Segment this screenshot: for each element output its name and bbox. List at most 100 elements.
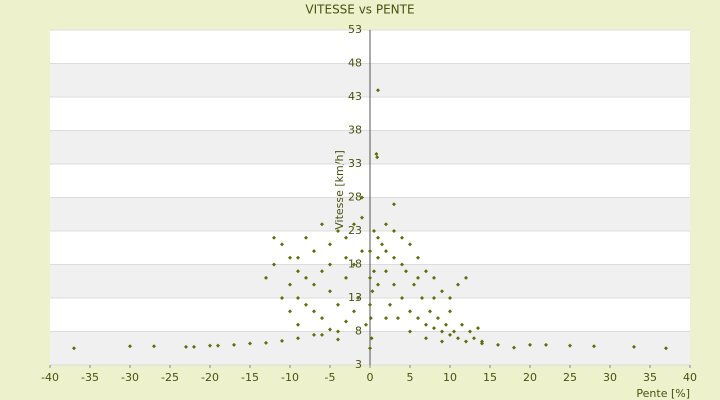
point	[370, 289, 375, 294]
y-tick-label: 33	[348, 157, 362, 170]
point	[192, 344, 196, 349]
point	[356, 296, 360, 300]
point	[232, 342, 236, 347]
point	[296, 322, 300, 327]
point	[344, 275, 348, 280]
point	[568, 343, 572, 348]
point	[320, 332, 324, 337]
point	[368, 346, 372, 351]
point	[456, 336, 460, 341]
point	[392, 282, 396, 287]
point	[288, 309, 292, 314]
x-tick-label: -15	[241, 371, 259, 384]
point	[440, 289, 444, 294]
x-tick-label: -25	[161, 371, 179, 384]
point	[408, 309, 412, 314]
point	[448, 309, 452, 314]
y-tick-label: 13	[348, 291, 362, 304]
y-tick-label: 43	[348, 90, 362, 103]
point	[288, 255, 292, 260]
point	[472, 336, 476, 341]
point	[412, 282, 416, 287]
point	[320, 316, 324, 321]
point	[312, 249, 316, 254]
point	[432, 275, 436, 280]
point	[428, 309, 432, 314]
x-tick-label: 35	[643, 371, 657, 384]
point	[528, 342, 532, 347]
point	[388, 302, 392, 307]
x-tick-label: 25	[563, 371, 577, 384]
point	[304, 275, 308, 280]
point	[320, 222, 324, 227]
point	[424, 322, 428, 327]
point	[72, 346, 76, 351]
x-tick-label: -30	[121, 371, 139, 384]
point	[440, 339, 444, 344]
point	[448, 296, 452, 300]
point	[208, 343, 212, 348]
point	[664, 346, 668, 351]
point	[408, 242, 412, 247]
point	[248, 341, 252, 346]
point	[304, 302, 308, 307]
point	[352, 309, 356, 314]
point	[416, 316, 420, 321]
point	[272, 262, 276, 267]
y-tick-label: 38	[348, 124, 362, 137]
point	[216, 343, 220, 348]
point	[320, 269, 324, 274]
point	[184, 344, 188, 349]
point	[376, 235, 380, 240]
point	[280, 338, 284, 343]
point	[368, 249, 372, 254]
point	[280, 242, 284, 247]
point	[264, 340, 268, 345]
point	[396, 316, 400, 321]
point	[344, 255, 348, 260]
point	[432, 296, 436, 300]
point	[375, 155, 380, 160]
point	[280, 296, 284, 300]
x-tick-label: -5	[325, 371, 336, 384]
point	[424, 269, 428, 274]
point	[400, 262, 404, 267]
y-tick-label: 3	[355, 358, 362, 371]
point	[512, 345, 516, 350]
point	[264, 275, 268, 280]
y-axis-title: Vitesse [km/h]	[333, 150, 346, 230]
point	[392, 202, 396, 207]
point	[384, 316, 388, 321]
point	[312, 282, 316, 287]
point	[372, 229, 376, 233]
point	[452, 329, 456, 334]
point	[312, 332, 316, 337]
point	[272, 235, 276, 240]
point	[352, 262, 356, 267]
point	[336, 329, 340, 334]
point	[336, 229, 340, 233]
point	[464, 275, 468, 280]
x-tick-label: -40	[41, 371, 59, 384]
x-tick-label: 5	[407, 371, 414, 384]
point	[372, 269, 376, 274]
y-tick-label: 28	[348, 191, 362, 204]
point	[352, 222, 356, 227]
y-tick-label: 8	[355, 325, 362, 338]
y-tick-label: 53	[348, 23, 362, 36]
point	[376, 88, 380, 93]
y-tick-label: 48	[348, 57, 362, 70]
chart-title: VITESSE vs PENTE	[305, 3, 414, 17]
point	[296, 336, 300, 341]
point	[460, 322, 464, 327]
point	[592, 344, 596, 349]
point	[312, 309, 316, 314]
x-tick-label: 15	[483, 371, 497, 384]
point	[376, 255, 380, 260]
point	[360, 215, 364, 220]
point	[404, 269, 408, 274]
point	[336, 337, 340, 342]
point	[476, 326, 480, 331]
